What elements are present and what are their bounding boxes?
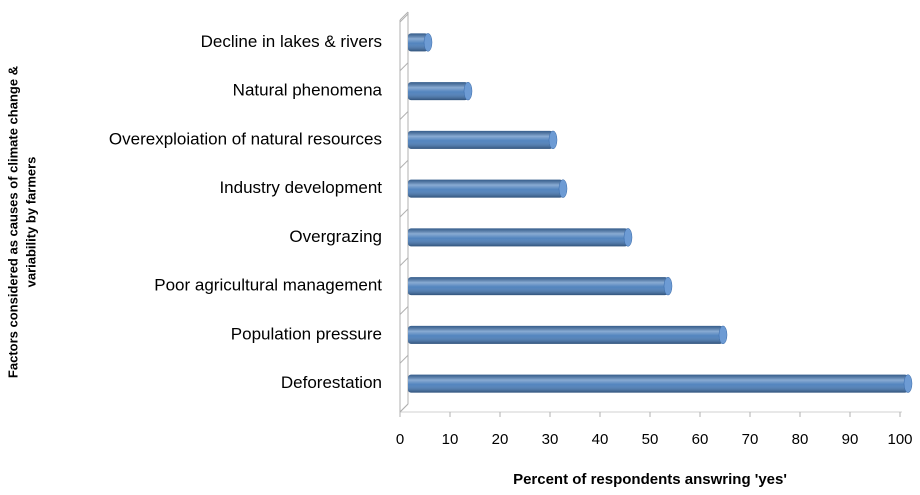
category-separator xyxy=(399,13,409,23)
bar-shade xyxy=(408,277,668,296)
bar-cap xyxy=(423,33,433,52)
x-tick-label: 50 xyxy=(642,431,659,448)
bar-shade xyxy=(408,325,723,344)
bar-cap xyxy=(463,81,473,101)
y-tick-label: Overexploiation of natural resources xyxy=(109,129,382,148)
bar-cap xyxy=(558,179,568,198)
bar-shade xyxy=(408,130,553,149)
bar-shade xyxy=(408,374,908,393)
bar-shade xyxy=(408,82,468,101)
x-tick-label: 90 xyxy=(842,431,859,448)
bar-shade xyxy=(408,33,428,52)
x-axis-title: Percent of respondents answring 'yes' xyxy=(513,471,787,488)
x-tick-label: 20 xyxy=(492,431,509,448)
y-tick-label: Deforestation xyxy=(281,373,382,392)
category-separator xyxy=(399,306,409,315)
bar-cap xyxy=(663,276,673,296)
x-tick-label: 100 xyxy=(887,431,912,448)
category-separator xyxy=(399,257,409,267)
bar-shade xyxy=(408,228,628,247)
category-separator xyxy=(399,62,409,72)
y-axis-title-line: variability by farmers xyxy=(23,157,38,288)
bar-cap xyxy=(718,325,728,345)
x-tick-label: 60 xyxy=(692,431,709,448)
x-tick-label: 40 xyxy=(592,431,609,448)
x-tick-label: 70 xyxy=(742,431,759,448)
category-separator xyxy=(399,403,409,413)
x-tick-label: 0 xyxy=(396,431,404,448)
y-axis-title: Factors considered as causes of climate … xyxy=(5,66,38,378)
y-tick-label: Poor agricultural management xyxy=(154,276,382,295)
y-axis-title-line: Factors considered as causes of climate … xyxy=(5,66,20,378)
category-separator xyxy=(399,208,409,218)
y-tick-label: Industry development xyxy=(219,178,382,197)
y-tick-label: Overgrazing xyxy=(289,227,382,246)
category-separator xyxy=(399,159,409,169)
y-tick-label: Population pressure xyxy=(231,324,382,343)
bar-shade xyxy=(408,179,563,198)
y-tick-label: Decline in lakes & rivers xyxy=(201,32,382,51)
bar-cap xyxy=(548,130,558,150)
x-tick-label: 80 xyxy=(792,431,809,448)
category-separator xyxy=(399,354,409,364)
bar-cap xyxy=(623,228,633,247)
x-tick-label: 30 xyxy=(542,431,559,448)
x-tick-label: 10 xyxy=(442,431,459,448)
axis-frame xyxy=(399,11,902,413)
bar-cap xyxy=(903,374,913,393)
y-tick-label: Natural phenomena xyxy=(233,81,383,100)
category-separator xyxy=(399,111,409,120)
